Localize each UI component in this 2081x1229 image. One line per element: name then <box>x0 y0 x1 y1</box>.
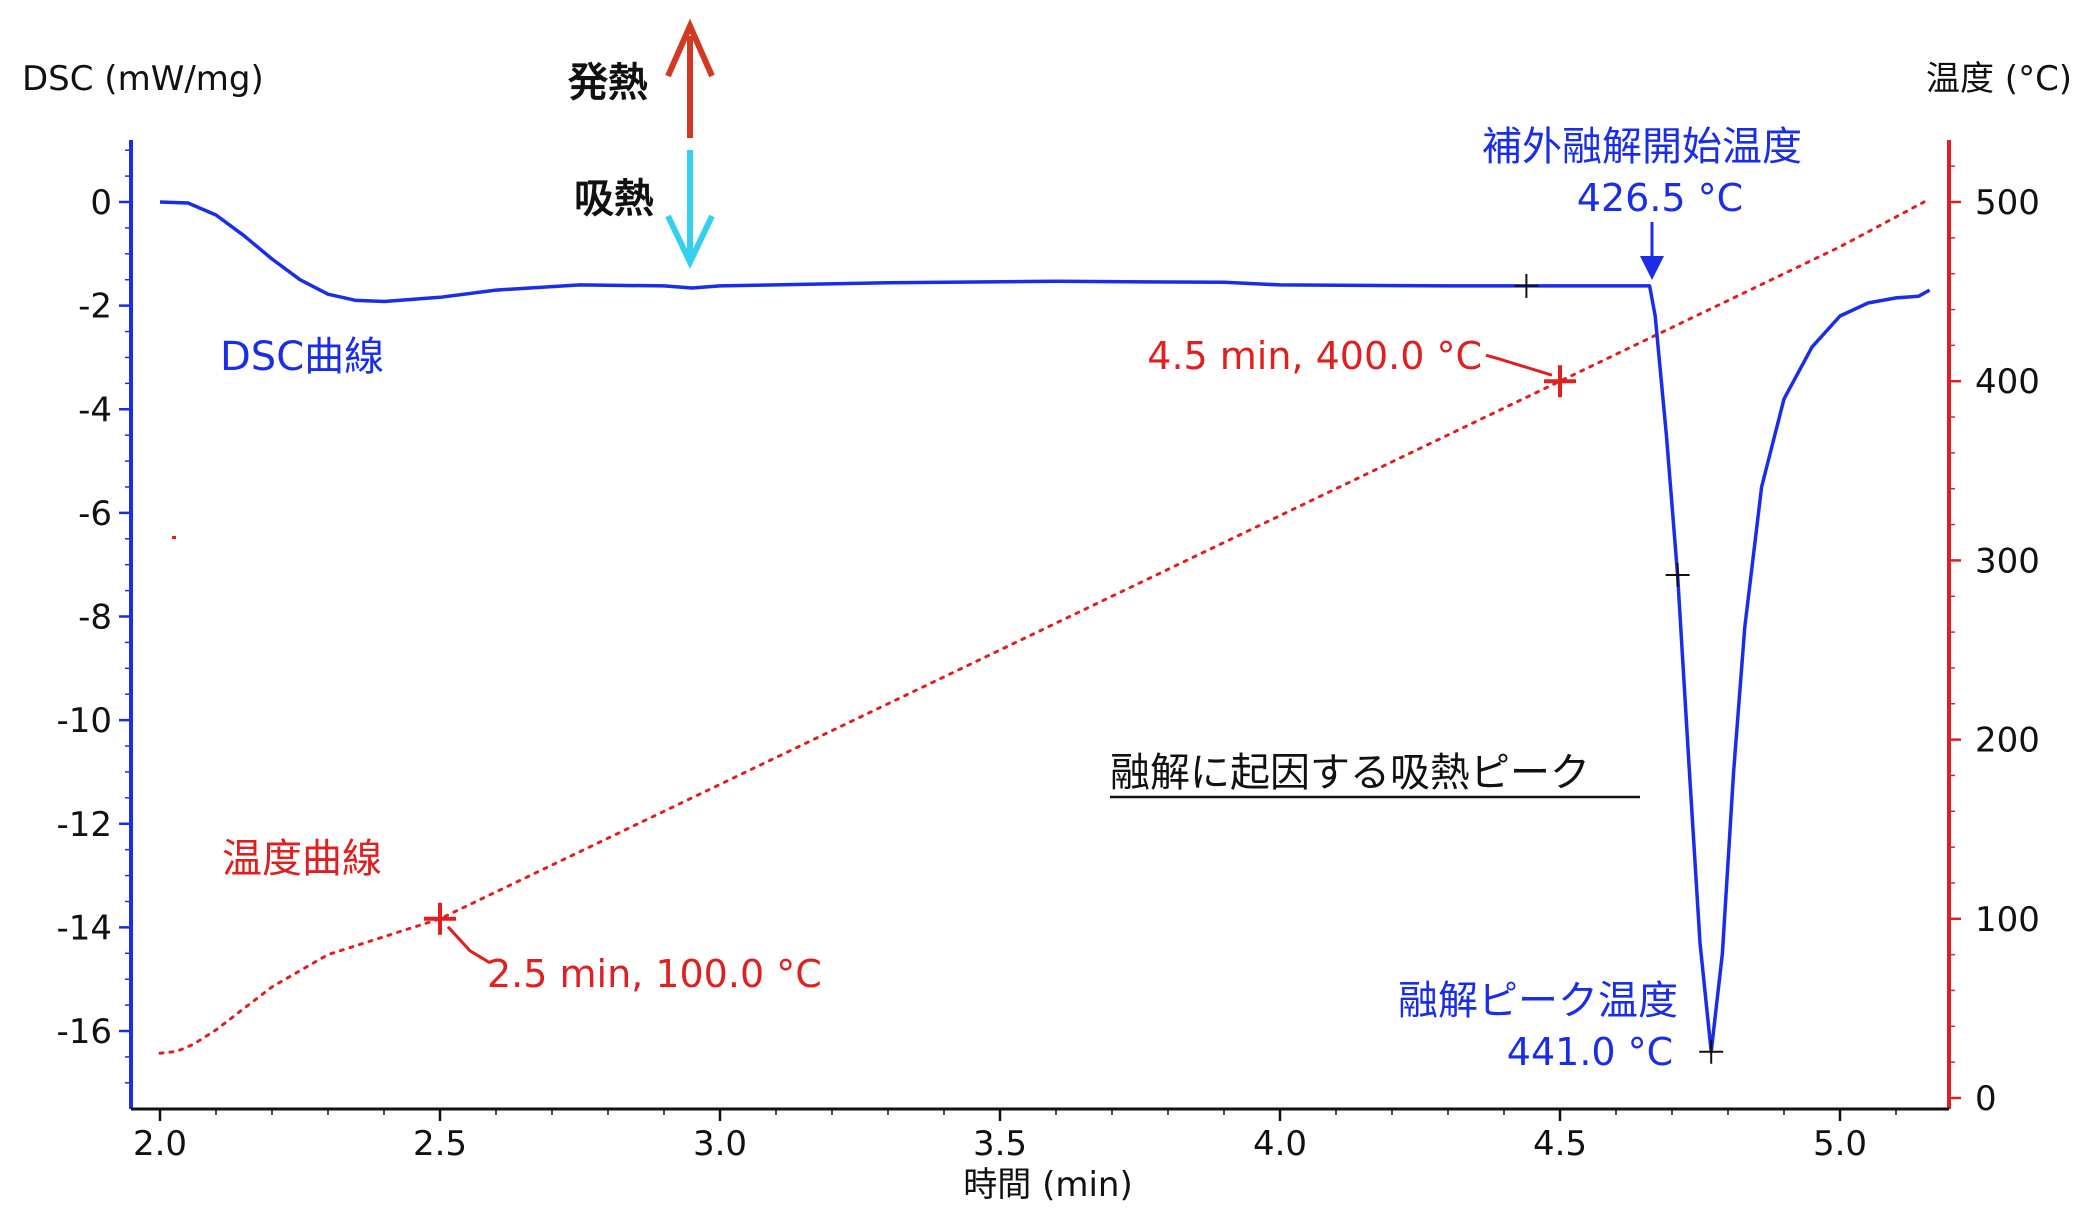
left-y-tick-label: -6 <box>78 494 112 534</box>
exo-arrow <box>665 18 715 138</box>
x-tick-label: 4.5 <box>1533 1124 1587 1164</box>
left-y-tick-label: -16 <box>56 1012 112 1052</box>
left-y-tick-label: -10 <box>56 701 112 741</box>
x-tick-label: 4.0 <box>1253 1124 1307 1164</box>
dsc-curve-label: DSC曲線 <box>220 334 384 380</box>
endo-label: 吸熱 <box>574 176 654 222</box>
right-y-tick-label: 400 <box>1975 362 2040 402</box>
left-y-tick-label: -14 <box>56 908 112 948</box>
temp-marker-leader <box>446 925 491 965</box>
x-tick-label: 3.5 <box>973 1124 1027 1164</box>
series-temp-line <box>158 200 1926 1055</box>
x-tick-label: 5.0 <box>1813 1124 1867 1164</box>
peak-value: 441.0 °C <box>1507 1030 1673 1074</box>
left-y-tick-label: -2 <box>78 287 112 327</box>
exo-label: 発熱 <box>568 60 648 106</box>
right-y-ticks: 0 100 200 300 400 500 <box>1949 165 2040 1119</box>
onset-value: 426.5 °C <box>1577 176 1743 220</box>
temp-curve-label: 温度曲線 <box>222 836 382 882</box>
x-axis-title: 時間 (min) <box>963 1165 1132 1205</box>
x-tick-label: 2.5 <box>413 1124 467 1164</box>
chart-axes <box>129 140 1951 1111</box>
right-y-tick-label: 300 <box>1975 541 2040 581</box>
right-axis-title: 温度 (°C) <box>1926 59 2072 99</box>
right-y-tick-label: 100 <box>1975 900 2040 940</box>
endo-arrow <box>665 150 715 269</box>
left-y-tick-label: -8 <box>78 598 112 638</box>
left-y-tick-label: -12 <box>56 805 112 845</box>
x-tick-label: 3.0 <box>693 1124 747 1164</box>
left-y-tick-label: 0 <box>90 183 112 223</box>
endo-peak-label: 融解に起因する吸熱ピーク <box>1110 750 1590 796</box>
temp-marker-label: 4.5 min, 400.0 °C <box>1147 334 1482 378</box>
dsc-tick-marks <box>1514 273 1724 1064</box>
right-y-tick-label: 500 <box>1975 183 2040 223</box>
right-y-tick-label: 0 <box>1975 1079 1997 1119</box>
temp-marker-leader <box>1485 353 1553 377</box>
left-y-tick-label: -4 <box>78 390 112 430</box>
series-dsc-line <box>159 200 1931 1054</box>
peak-label: 融解ピーク温度 <box>1398 978 1678 1024</box>
left-axis-title: DSC (mW/mg) <box>22 59 264 99</box>
temp-markers: 2.5 min, 100.0 °C 4.5 min, 400.0 °C <box>424 334 1576 996</box>
onset-label: 補外融解開始温度 <box>1482 124 1802 170</box>
onset-arrow <box>1640 222 1664 280</box>
x-tick-label: 2.0 <box>133 1124 187 1164</box>
right-y-tick-label: 200 <box>1975 721 2040 761</box>
left-y-ticks: 0 -2 -4 -6 -8 -10 -12 -14 -16 <box>56 149 131 1084</box>
temp-marker-label: 2.5 min, 100.0 °C <box>487 952 822 996</box>
x-ticks: 2.0 2.5 3.0 3.5 4.0 4.5 5.0 <box>133 1109 1897 1164</box>
stray-dot <box>172 536 176 539</box>
